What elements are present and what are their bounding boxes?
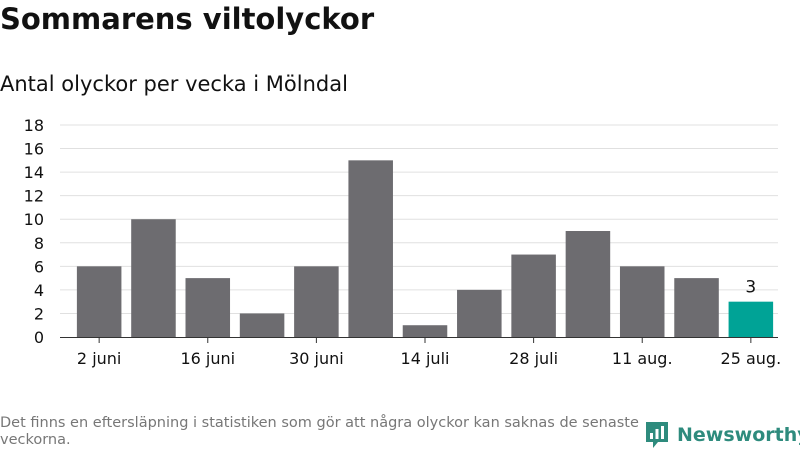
- data-labels: 3: [745, 278, 756, 298]
- bar: [511, 254, 556, 337]
- chart-title: Sommarens viltolyckor: [0, 2, 375, 36]
- y-tick-label: 0: [34, 328, 44, 347]
- y-tick-label: 2: [34, 304, 44, 323]
- bar: [619, 266, 665, 337]
- y-tick-label: 8: [34, 234, 44, 253]
- y-tick-label: 10: [24, 210, 44, 229]
- y-tick-label: 4: [34, 281, 44, 300]
- bar: [402, 325, 448, 337]
- x-tick-label: 14 juli: [401, 349, 450, 368]
- y-tick-label: 16: [24, 140, 44, 159]
- bar: [674, 278, 719, 337]
- bar: [131, 219, 176, 337]
- bar: [565, 231, 611, 337]
- brand-name: Newsworthy: [677, 424, 800, 446]
- y-tick-label: 14: [24, 163, 44, 182]
- chart-subtitle: Antal olyckor per vecka i Mölndal: [0, 72, 348, 96]
- x-tick-label: 16 juni: [180, 349, 235, 368]
- y-tick-label: 12: [24, 187, 44, 206]
- x-tick-label: 11 aug.: [612, 349, 673, 368]
- bar: [185, 278, 231, 337]
- bar: [457, 289, 502, 337]
- bar: [348, 160, 393, 337]
- bar-chart: 0 2 4 6 8 10 12 14 16 18 2 juni 16 juni 30 juni 14 j…: [24, 116, 782, 368]
- x-tick-label: 2 juni: [77, 349, 121, 368]
- bar: [76, 266, 122, 337]
- bars: [76, 160, 774, 337]
- grid-lines: [60, 124, 778, 314]
- bar: [294, 266, 339, 337]
- x-axis: 2 juni 16 juni 30 juni 14 juli 28 juli 11 aug…: [60, 337, 781, 368]
- x-tick-label: 28 juli: [509, 349, 558, 368]
- x-tick-label: 30 juni: [289, 349, 344, 368]
- y-tick-label: 18: [24, 116, 44, 135]
- x-tick-label: 25 aug.: [721, 349, 782, 368]
- footnote: Det finns en eftersläpning i statistiken…: [0, 415, 639, 448]
- brand-logo[interactable]: Newsworthy: [644, 420, 800, 450]
- y-tick-label: 6: [34, 257, 44, 276]
- bar: [239, 313, 285, 337]
- data-label: 3: [745, 278, 756, 298]
- newsworthy-logo-icon: [646, 422, 668, 448]
- bar: [728, 301, 774, 337]
- y-axis-ticks: 0 2 4 6 8 10 12 14 16 18: [24, 116, 44, 347]
